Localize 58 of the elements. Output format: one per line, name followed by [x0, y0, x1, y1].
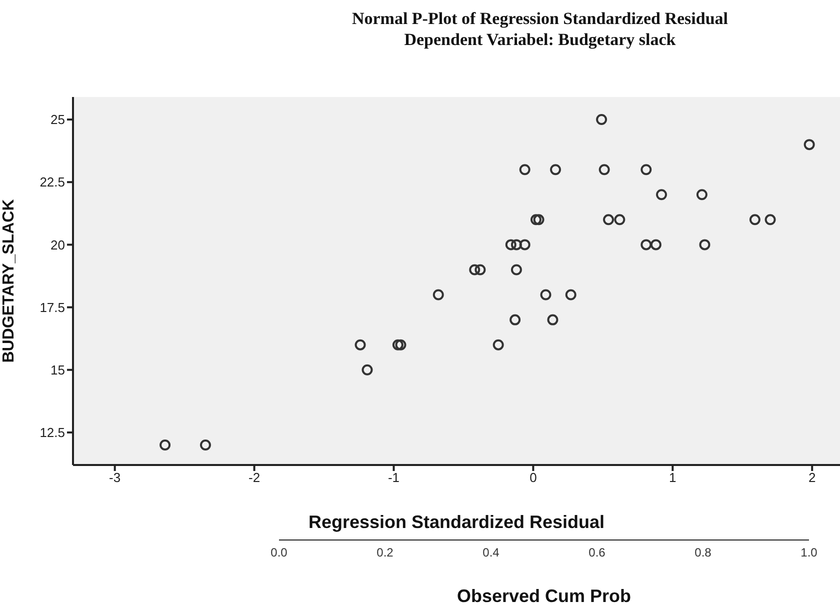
- point: [492, 339, 504, 350]
- point: [650, 239, 662, 250]
- point: [519, 164, 530, 176]
- x-tick-label: 0: [530, 470, 537, 486]
- point: [392, 339, 404, 350]
- x-tick-label: -2: [248, 470, 260, 486]
- x2-tick-label: 0.6: [588, 546, 606, 560]
- x2-tick-label: 0.2: [376, 546, 394, 560]
- point: [510, 264, 522, 276]
- point: [547, 314, 558, 326]
- point: [469, 264, 480, 276]
- x-tick-label: -1: [388, 470, 400, 486]
- y-tick-label: 15: [50, 362, 65, 378]
- point: [540, 289, 552, 300]
- point: [603, 214, 614, 226]
- x-tick-label: 1: [669, 470, 676, 486]
- point: [362, 364, 373, 376]
- point: [764, 214, 776, 226]
- point: [696, 189, 708, 200]
- y-axis-title: BUDGETARY_SLACK: [0, 198, 18, 363]
- y-tick-label: 12.5: [40, 425, 65, 440]
- point: [160, 439, 171, 450]
- point: [699, 239, 710, 250]
- point: [749, 214, 760, 226]
- point: [474, 264, 486, 276]
- point: [656, 189, 667, 200]
- point: [565, 289, 576, 300]
- y-tick-label: 20: [50, 237, 65, 252]
- point: [432, 289, 444, 300]
- point: [640, 164, 652, 176]
- point: [510, 239, 522, 250]
- point: [804, 139, 815, 150]
- point: [533, 214, 544, 226]
- y-tick-label: 22.5: [40, 174, 65, 190]
- point: [519, 239, 530, 250]
- point: [598, 164, 610, 176]
- point: [640, 239, 652, 250]
- chart-title: Normal P-Plot of Regression Standardized Residual: [350, 8, 730, 29]
- point: [200, 439, 211, 450]
- y-tick-label: 17.5: [40, 300, 65, 315]
- point: [530, 214, 542, 226]
- x2-tick-label: 1.0: [800, 546, 818, 560]
- x-tick-label: -3: [109, 470, 121, 486]
- x2-axis-title: Observed Cum Prob: [456, 586, 632, 606]
- y-tick-label: 25: [50, 112, 65, 128]
- x-tick-label: 2: [808, 470, 816, 486]
- point: [596, 114, 608, 126]
- point: [614, 214, 626, 226]
- x2-tick-label: 0.0: [270, 546, 288, 560]
- x-axis-title: Regression Standardized Residual: [308, 512, 605, 532]
- point: [550, 164, 562, 176]
- point: [510, 314, 521, 326]
- x2-tick-label: 0.8: [694, 546, 712, 560]
- point: [354, 339, 366, 350]
- chart-subtitle: Dependent Variabel: Budgetary slack: [403, 29, 677, 50]
- point: [395, 339, 406, 350]
- point: [505, 239, 516, 250]
- x2-tick-label: 0.4: [482, 546, 500, 560]
